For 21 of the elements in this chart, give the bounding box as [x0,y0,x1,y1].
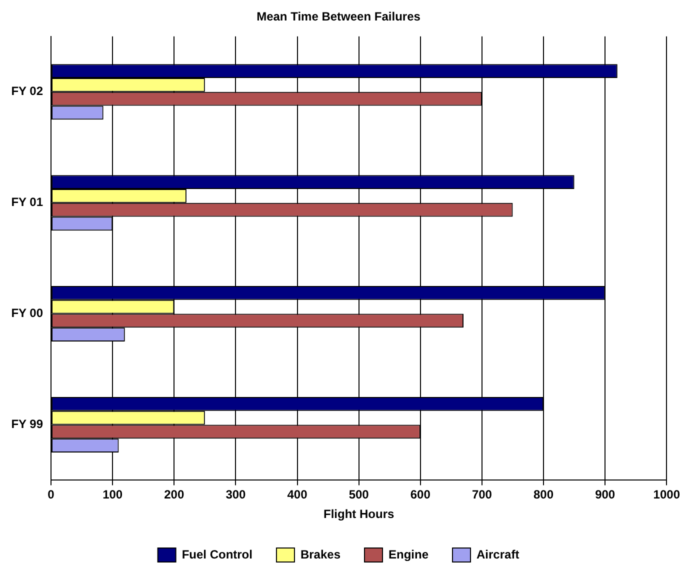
x-tick-label: 600 [410,488,431,502]
legend-label: Aircraft [476,547,520,562]
y-tick-label: FY 02 [11,84,44,98]
legend-label: Brakes [300,547,341,562]
x-tick-label: 400 [287,488,308,502]
x-tick-label: 900 [595,488,616,502]
x-tick-label: 1000 [653,488,680,502]
x-tick-label: 300 [226,488,246,502]
x-tick-label: 500 [348,488,370,502]
legend-label: Engine [388,547,429,562]
x-tick-label: 800 [534,488,554,502]
chart-title: Mean Time Between Failures [256,10,421,24]
x-axis-title: Flight Hours [324,507,394,522]
x-tick-label: 0 [48,488,55,502]
y-tick-label: FY 00 [11,306,44,320]
x-tick-label: 700 [472,488,492,502]
x-tick-label: 200 [164,488,184,502]
y-tick-label: FY 01 [11,195,44,210]
legend-label: Fuel Control [182,547,252,562]
x-tick-label: 100 [102,488,123,502]
y-tick-label: FY 99 [11,417,44,432]
